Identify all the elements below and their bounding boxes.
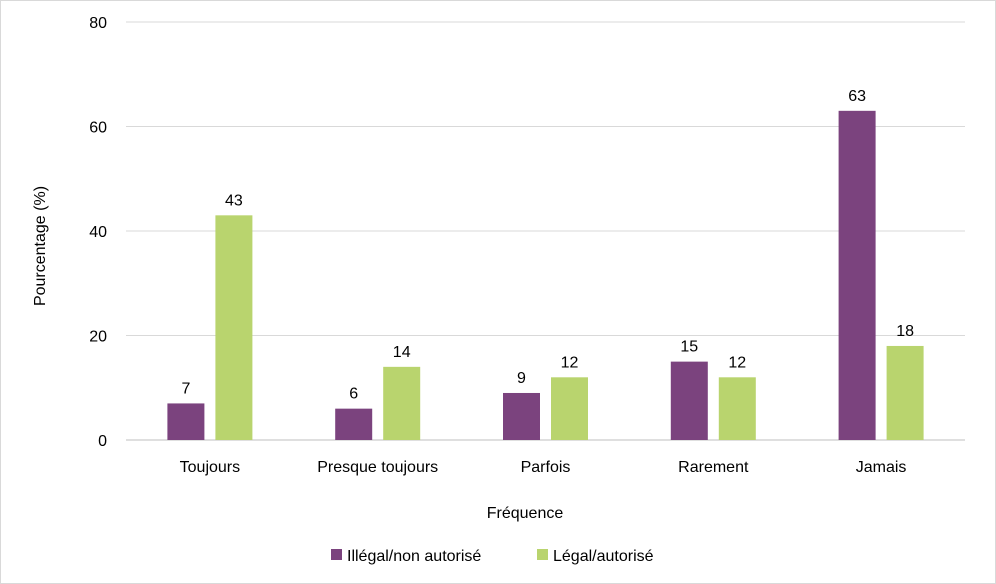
- data-label: 43: [225, 192, 243, 209]
- y-tick-label: 80: [89, 15, 107, 32]
- x-category-label: Rarement: [678, 459, 749, 476]
- x-category-label: Toujours: [180, 459, 240, 476]
- y-tick-label: 40: [89, 224, 107, 241]
- bars: [167, 110, 924, 440]
- data-label: 6: [349, 386, 358, 403]
- legend-swatch-legal: [537, 549, 548, 560]
- bar: [838, 110, 876, 440]
- x-axis-categories: Toujours Presque toujours Parfois Rarement J…: [180, 459, 907, 476]
- data-label: 9: [517, 370, 526, 387]
- y-axis-title: Pourcentage (%): [32, 186, 49, 306]
- bar: [886, 345, 924, 440]
- y-axis-ticks: 0 20 40 60 80: [89, 15, 107, 450]
- data-label: 63: [848, 88, 866, 105]
- bar: [167, 403, 205, 440]
- bar: [383, 366, 421, 440]
- x-axis-title: Fréquence: [487, 505, 564, 522]
- data-label: 12: [728, 354, 746, 371]
- gridlines: [126, 21, 965, 441]
- x-category-label: Presque toujours: [317, 459, 438, 476]
- y-tick-label: 20: [89, 329, 107, 346]
- bar: [335, 408, 373, 440]
- y-tick-label: 0: [98, 433, 107, 450]
- data-label: 18: [896, 323, 914, 340]
- legend-label-legal: Légal/autorisé: [553, 548, 654, 565]
- bar: [503, 392, 540, 440]
- data-label: 12: [561, 354, 579, 371]
- data-label: 7: [181, 380, 190, 397]
- data-label: 14: [393, 344, 411, 361]
- legend-label-illegal: Illégal/non autorisé: [347, 548, 481, 565]
- x-category-label: Parfois: [521, 459, 571, 476]
- bar: [670, 361, 708, 440]
- y-tick-label: 60: [89, 120, 107, 137]
- bar: [551, 377, 588, 440]
- data-label: 15: [680, 339, 698, 356]
- legend-swatch-illegal: [331, 549, 342, 560]
- bar: [718, 377, 756, 440]
- data-labels: 7 43 6 14 9 12 15 12 63 18: [181, 88, 914, 403]
- bar: [215, 215, 253, 440]
- legend: Illégal/non autorisé Légal/autorisé: [331, 548, 654, 565]
- x-category-label: Jamais: [856, 459, 907, 476]
